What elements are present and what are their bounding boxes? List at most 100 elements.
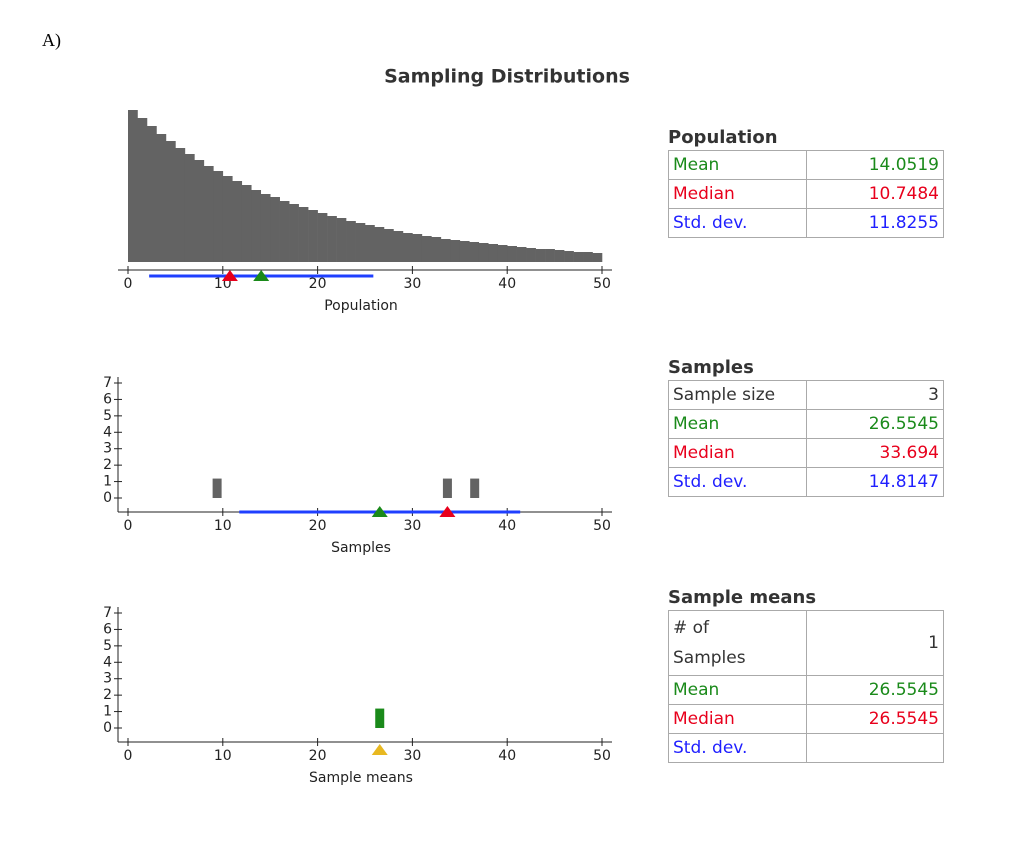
hist-bar — [554, 250, 565, 262]
hist-bar — [573, 252, 584, 262]
marker-triangle — [371, 744, 388, 755]
x-tick-label: 40 — [498, 748, 516, 764]
hist-bar — [374, 227, 385, 262]
stat-label-text: # of Samples — [673, 618, 746, 668]
hist-bar — [383, 229, 394, 262]
hist-bar — [175, 148, 186, 262]
bar — [470, 478, 480, 498]
hist-bar — [440, 239, 451, 262]
hist-bar — [336, 218, 347, 262]
stat-label: Mean — [668, 409, 807, 439]
x-axis-label: Population — [324, 298, 398, 314]
stat-label-text: Sample size — [673, 385, 776, 405]
stats-table: # of Samples 1 Mean 26.5545 Median 26.5545 Std… — [668, 610, 944, 763]
hist-bar — [279, 201, 290, 262]
stats-table: Mean 14.0519 Median 10.7484 Std. dev. 11.8255 — [668, 150, 944, 238]
x-tick-label: 30 — [403, 518, 421, 534]
hist-bar — [213, 171, 224, 262]
y-tick-label: 3 — [103, 441, 112, 457]
x-tick-label: 30 — [403, 276, 421, 292]
stat-value: 14.8147 — [806, 467, 944, 497]
title: Sampling Distributions — [384, 66, 630, 88]
hist-bar — [365, 225, 375, 262]
x-tick-label: 0 — [124, 748, 133, 764]
stats-row: Std. dev. — [668, 733, 944, 763]
hist-bar — [355, 223, 366, 262]
y-tick-label: 5 — [103, 408, 112, 424]
stats-row: Sample size 3 — [668, 380, 944, 410]
hist-bar — [526, 248, 536, 262]
hist-bar — [478, 243, 489, 262]
stat-value: 14.0519 — [806, 150, 944, 180]
hist-bar — [203, 166, 214, 262]
marker-triangle — [439, 506, 456, 517]
y-tick-label: 6 — [103, 621, 112, 637]
hist-bar — [583, 252, 593, 262]
stat-label-text: Median — [673, 184, 735, 204]
panel-title: Population — [668, 127, 778, 148]
hist-bar — [270, 197, 280, 262]
stat-label-text: Mean — [673, 155, 720, 175]
x-tick-label: 20 — [309, 748, 327, 764]
hist-bar — [308, 210, 318, 262]
stat-label: Mean — [668, 150, 807, 180]
x-tick-label: 50 — [593, 518, 611, 534]
stats-row: Std. dev. 11.8255 — [668, 208, 944, 238]
hist-bar — [488, 244, 499, 262]
hist-bar — [459, 241, 470, 262]
y-tick-label: 0 — [103, 720, 112, 736]
y-tick-label: 7 — [103, 605, 112, 621]
y-tick-label: 0 — [103, 490, 112, 506]
y-tick-label: 1 — [103, 704, 112, 720]
hist-bar — [497, 245, 508, 262]
stat-label-text: Mean — [673, 414, 720, 434]
hist-bar — [421, 236, 432, 262]
marker-triangle — [221, 270, 238, 281]
stat-value: 26.5545 — [806, 704, 944, 734]
hist-bar — [545, 249, 555, 262]
stat-value: 3 — [806, 380, 944, 410]
stats-row: Mean 14.0519 — [668, 150, 944, 180]
stat-label: # of Samples — [668, 610, 807, 676]
hist-bar — [507, 246, 517, 262]
x-tick-label: 40 — [498, 518, 516, 534]
hist-bar — [535, 249, 546, 262]
hist-bar — [165, 141, 176, 262]
hist-bar — [146, 126, 157, 262]
x-tick-label: 10 — [214, 748, 232, 764]
y-tick-label: 3 — [103, 671, 112, 687]
stat-label-text: Std. dev. — [673, 472, 748, 492]
x-tick-label: 0 — [124, 518, 133, 534]
hist-bar — [251, 190, 262, 262]
stat-label: Median — [668, 179, 807, 209]
stats-row: Mean 26.5545 — [668, 675, 944, 705]
hist-bar — [393, 231, 404, 262]
hist-bar — [194, 160, 205, 262]
x-tick-label: 20 — [309, 518, 327, 534]
stat-value: 33.694 — [806, 438, 944, 468]
x-axis-label: Sample means — [309, 770, 413, 786]
hist-bar — [346, 221, 356, 262]
stat-label-text: Std. dev. — [673, 738, 748, 758]
marker-triangle — [253, 270, 270, 281]
stat-value: 1 — [806, 610, 944, 676]
hist-bar — [402, 233, 413, 262]
stats-row: Median 26.5545 — [668, 704, 944, 734]
y-tick-label: 5 — [103, 638, 112, 654]
stats-panel: Population Mean 14.0519 Median 10.7484 Std. d… — [668, 127, 944, 238]
y-tick-label: 4 — [103, 424, 112, 440]
x-axis-label: Samples — [331, 540, 391, 556]
y-tick-label: 7 — [103, 375, 112, 391]
x-tick-label: 30 — [403, 748, 421, 764]
stat-label-text: Median — [673, 443, 735, 463]
stat-value: 10.7484 — [806, 179, 944, 209]
hist-bar — [241, 185, 252, 262]
hist-bar — [469, 242, 480, 262]
stat-label: Median — [668, 438, 807, 468]
stats-panel: Sample means # of Samples 1 Mean 26.5545 Medi… — [668, 587, 944, 763]
bar — [212, 478, 222, 498]
stats-row: Median 10.7484 — [668, 179, 944, 209]
hist-bar — [592, 253, 603, 262]
